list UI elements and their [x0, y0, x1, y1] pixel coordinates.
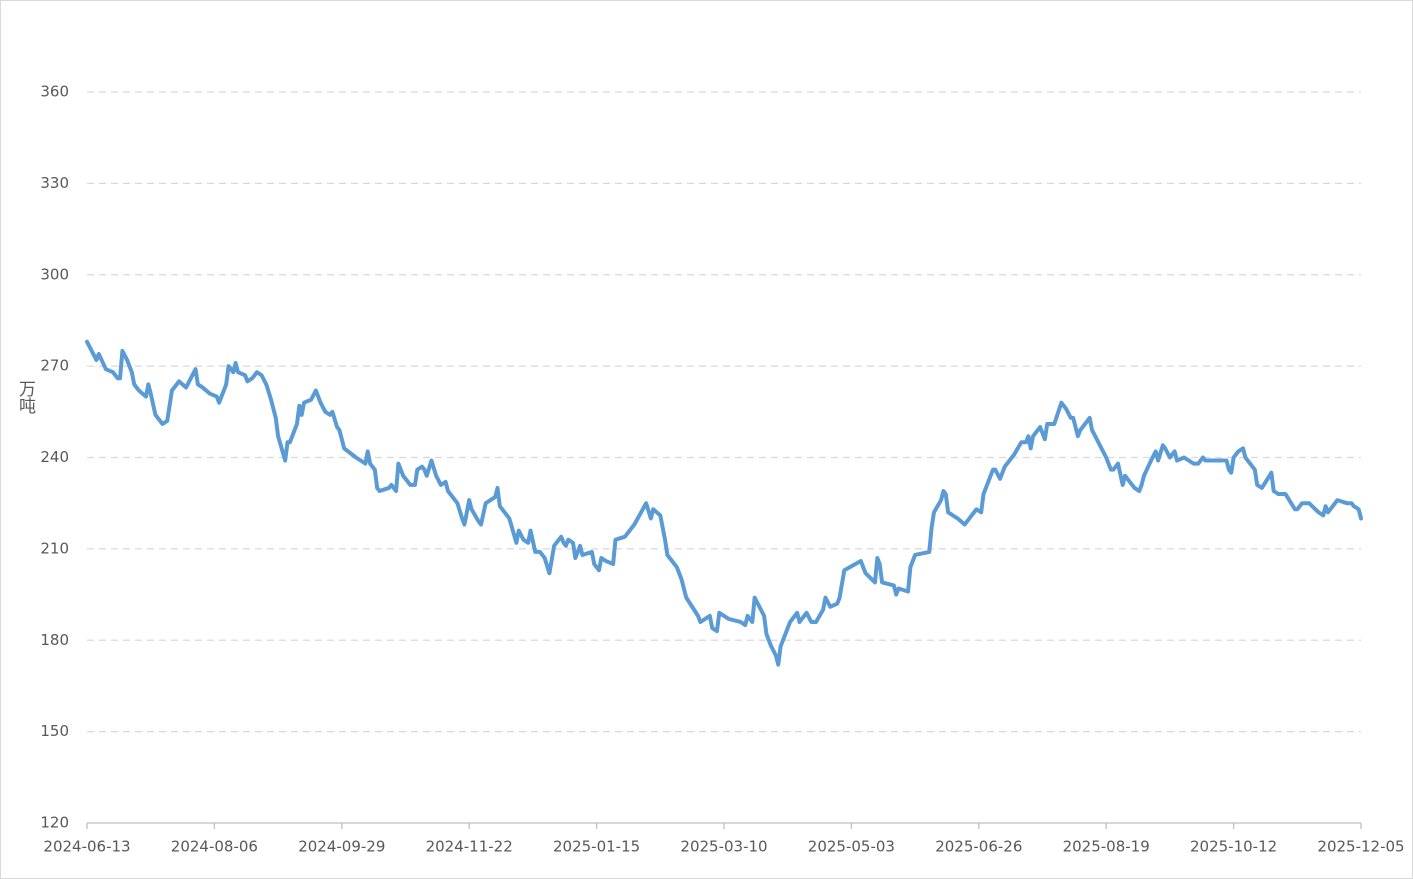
x-tick-label: 2024-06-13 — [43, 838, 130, 856]
x-tick-label: 2025-06-26 — [935, 838, 1022, 856]
data-line — [85, 339, 1363, 667]
y-axis-title: 万吨 — [15, 380, 36, 414]
y-tick-label: 240 — [40, 448, 69, 466]
x-tick-label: 2024-08-06 — [171, 838, 258, 856]
x-tick-label: 2024-11-22 — [426, 838, 513, 856]
y-tick-label: 300 — [40, 265, 69, 283]
y-tick-label: 150 — [40, 722, 69, 740]
y-tick-label: 120 — [40, 814, 69, 832]
x-tick-label: 2025-03-10 — [680, 838, 767, 856]
y-tick-label: 210 — [40, 539, 69, 557]
x-tick-label: 2025-01-15 — [553, 838, 640, 856]
x-tick-label: 2025-12-05 — [1317, 838, 1404, 856]
x-tick-label: 2025-10-12 — [1190, 838, 1277, 856]
y-tick-label: 330 — [40, 174, 69, 192]
y-axis-label: 万吨 — [15, 380, 36, 414]
x-tick-label: 2025-05-03 — [808, 838, 895, 856]
x-tick-label: 2024-09-29 — [298, 838, 385, 856]
y-tick-label: 360 — [40, 83, 69, 101]
x-tick-label: 2025-08-19 — [1063, 838, 1150, 856]
y-tick-label: 180 — [40, 631, 69, 649]
y-tick-label: 270 — [40, 357, 69, 375]
